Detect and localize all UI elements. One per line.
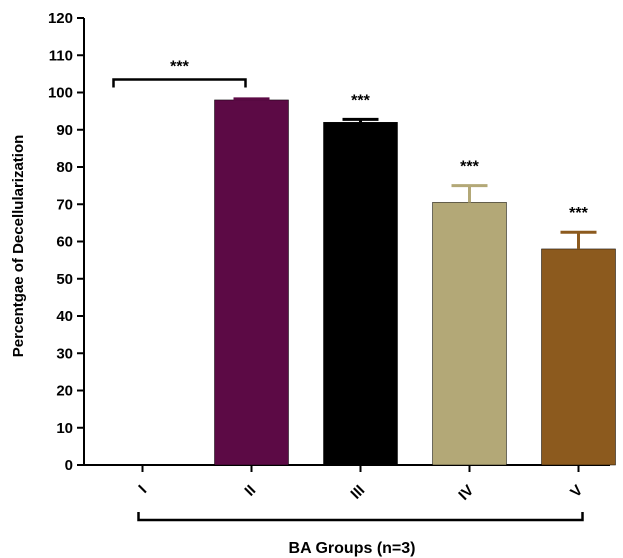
x-tick-label: V — [567, 482, 586, 501]
y-tick-label: 50 — [56, 271, 73, 288]
x-axis: I II III IV V — [84, 464, 610, 522]
bar-III — [323, 122, 398, 466]
significance-label: *** — [351, 92, 370, 109]
error-bars — [233, 97, 597, 249]
y-tick-label: 30 — [56, 345, 73, 362]
x-tick-label: II — [241, 482, 259, 500]
y-tick-label: 70 — [56, 196, 73, 213]
bar-IV — [432, 202, 507, 466]
y-axis: 0 10 20 30 40 50 60 70 80 90 100 110 120 — [48, 10, 85, 474]
significance-label: *** — [170, 58, 189, 75]
y-tick-label: 90 — [56, 122, 73, 139]
y-tick-label: 100 — [48, 85, 73, 102]
significance-annotations: *** *** *** *** — [112, 58, 589, 222]
significance-label: *** — [460, 159, 479, 176]
x-tick-label: IV — [455, 482, 477, 504]
significance-label: *** — [569, 205, 588, 222]
y-tick-label: 0 — [65, 457, 73, 474]
x-tick-label: I — [135, 482, 150, 497]
bar-V — [541, 248, 616, 466]
y-tick-label: 20 — [56, 383, 73, 400]
significance-bracket — [112, 78, 247, 88]
y-tick-label: 110 — [49, 47, 73, 64]
y-tick-label: 10 — [56, 420, 73, 437]
bar-II — [214, 99, 289, 466]
y-axis-title: Percentgae of Decellularization — [10, 135, 27, 358]
y-tick-label: 60 — [56, 234, 73, 251]
y-tick-label: 80 — [56, 159, 73, 176]
y-tick-label: 40 — [56, 308, 73, 325]
x-tick-label: III — [347, 482, 368, 503]
groups-bracket — [137, 512, 584, 522]
x-axis-title: BA Groups (n=3) — [289, 540, 416, 557]
bars — [214, 99, 616, 466]
y-tick-label: 120 — [48, 10, 73, 27]
